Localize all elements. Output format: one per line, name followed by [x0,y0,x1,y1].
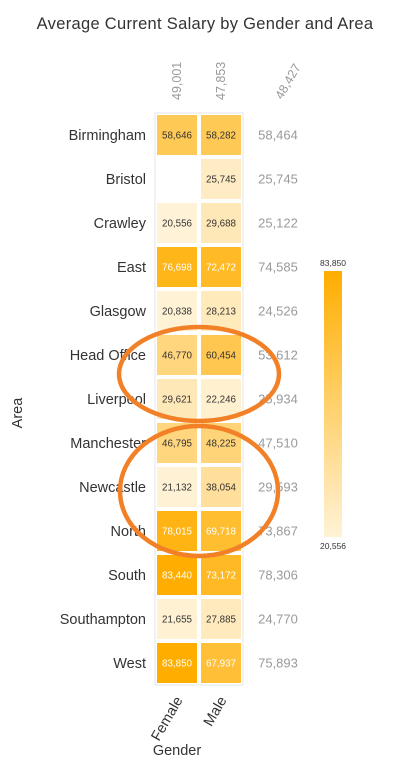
cell-value-birmingham-female: 58,646 [162,131,193,142]
row-label-head-office: Head Office [70,348,146,364]
cell-head-office-female [157,335,197,375]
row-label-birmingham: Birmingham [69,128,146,144]
cell-value-liverpool-male: 22,246 [206,395,237,406]
cell-value-east-female: 76,698 [162,263,193,274]
cell-birmingham-male [201,115,241,155]
cell-value-manchester-female: 46,795 [162,439,193,450]
cell-value-north-male: 69,718 [206,527,237,538]
cell-value-southampton-female: 21,655 [162,615,193,626]
cell-west-female [157,643,197,683]
row-total-manchester: 47,510 [258,436,298,451]
column-total-0: 49,001 [170,62,184,100]
cell-value-west-female: 83,850 [162,659,193,670]
cell-crawley-female [157,203,197,243]
heatmap-grid: 58,646 58,282 25,745 20,556 29,688 76,698 72,4… [154,112,244,686]
cell-north-female [157,511,197,551]
row-label-glasgow: Glasgow [90,304,147,320]
row-label-bristol: Bristol [106,172,146,188]
y-axis-title: Area [10,397,26,429]
cell-value-newcastle-female: 21,132 [162,483,192,494]
cell-north-male [201,511,241,551]
color-legend: 83,850 20,556 [320,258,346,551]
legend-max-label: 83,850 [320,258,346,268]
cell-value-birmingham-male: 58,282 [206,131,236,142]
column-label-male: Male [201,694,231,729]
cell-birmingham-female [157,115,197,155]
row-label-south: South [108,568,146,584]
legend-bar [324,271,342,537]
cell-east-female [157,247,197,287]
row-label-east: East [117,260,146,276]
annotation-ellipses [116,324,282,559]
legend-min-label: 20,556 [320,541,346,551]
cell-bristol-male [201,159,241,199]
column-total-2: 48,427 [272,61,303,101]
cell-value-north-female: 78,015 [162,527,193,538]
cell-value-liverpool-female: 29,621 [162,395,192,406]
cell-newcastle-female [157,467,197,507]
cell-glasgow-male [201,291,241,331]
cell-value-crawley-male: 29,688 [206,219,237,230]
annotation-ellipse-1 [116,324,282,424]
cell-value-manchester-male: 48,225 [206,439,237,450]
cell-value-head-office-male: 60,454 [206,351,237,362]
column-total-1: 47,853 [214,62,228,100]
cell-value-head-office-female: 46,770 [162,351,193,362]
cell-value-east-male: 72,472 [206,263,236,274]
row-label-newcastle: Newcastle [79,480,146,496]
row-total-southampton: 24,770 [258,612,298,627]
row-label-west: West [113,656,146,672]
cell-value-glasgow-male: 28,213 [206,307,237,318]
cell-crawley-male [201,203,241,243]
cell-liverpool-male [201,379,241,419]
row-label-crawley: Crawley [94,216,147,232]
x-axis-title: Gender [153,743,202,759]
cell-value-west-male: 67,937 [206,659,236,670]
chart-title: Average Current Salary by Gender and Are… [37,15,374,33]
cell-liverpool-female [157,379,197,419]
grid-frame [154,112,244,686]
row-total-birmingham: 58,464 [258,128,298,143]
row-total-bristol: 25,745 [258,172,298,187]
row-label-manchester: Manchester [70,436,146,452]
row-total-south: 78,306 [258,568,298,583]
column-label-female: Female [148,694,186,744]
cell-head-office-male [201,335,241,375]
cell-value-newcastle-male: 38,054 [206,483,237,494]
cell-glasgow-female [157,291,197,331]
row-label-liverpool: Liverpool [87,392,146,408]
cell-value-glasgow-female: 20,838 [162,307,193,318]
cell-southampton-female [157,599,197,639]
cell-east-male [201,247,241,287]
row-total-west: 75,893 [258,656,298,671]
row-total-crawley: 25,122 [258,216,298,231]
cell-value-southampton-male: 27,885 [206,615,237,626]
cell-value-crawley-female: 20,556 [162,219,193,230]
cell-value-bristol-male: 25,745 [206,175,237,186]
row-label-north: North [111,524,146,540]
cell-south-male [201,555,241,595]
cell-south-female [157,555,197,595]
cell-value-south-male: 73,172 [206,571,236,582]
cell-newcastle-male [201,467,241,507]
row-total-east: 74,585 [258,260,298,275]
cell-west-male [201,643,241,683]
cell-value-south-female: 83,440 [162,571,193,582]
row-total-north: 73,867 [258,524,298,539]
row-total-glasgow: 24,526 [258,304,298,319]
cell-southampton-male [201,599,241,639]
annotation-ellipse-2 [117,423,281,559]
row-label-southampton: Southampton [60,612,146,628]
